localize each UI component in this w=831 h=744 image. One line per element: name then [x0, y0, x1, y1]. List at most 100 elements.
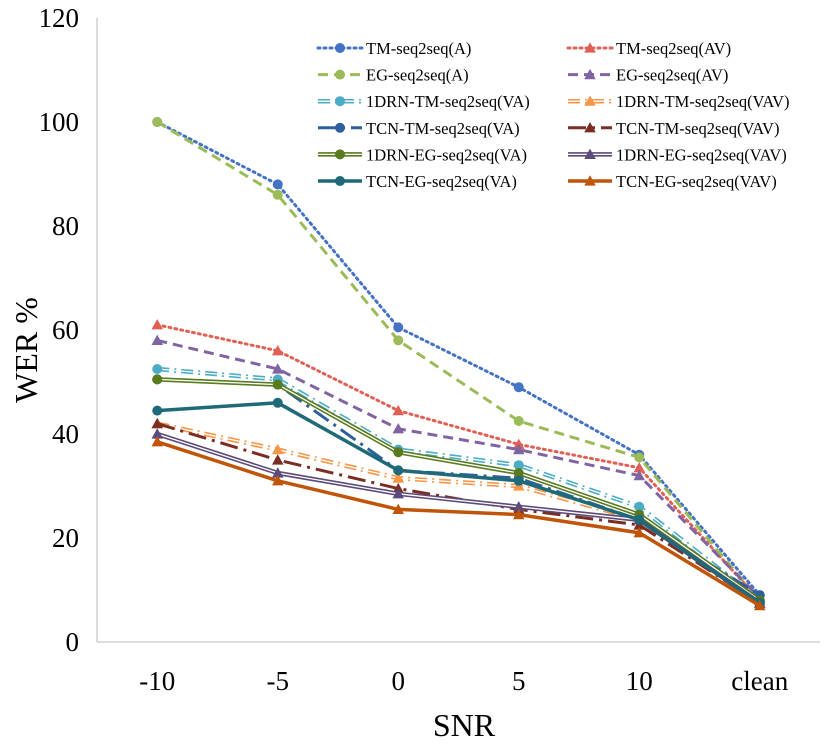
series-path	[156, 120, 761, 602]
series-line	[156, 440, 761, 608]
data-point	[513, 416, 524, 426]
y-axis-title: WER %	[8, 297, 44, 403]
data-point	[151, 319, 163, 330]
data-point	[152, 364, 163, 374]
data-point	[633, 527, 645, 538]
data-point	[513, 443, 525, 455]
legend-entry: TCN-TM-seq2seq(VA)	[318, 119, 520, 138]
series-11	[151, 436, 766, 611]
series-path	[155, 323, 762, 602]
data-point	[633, 469, 645, 481]
data-point	[513, 475, 524, 486]
data-point	[393, 322, 404, 333]
legend-entry: TCN-TM-seq2seq(VAV)	[568, 119, 779, 138]
data-point	[633, 462, 645, 473]
data-point	[151, 428, 163, 439]
legend-entry: EG-seq2seq(AV)	[568, 66, 728, 85]
legend-entry: TM-seq2seq(A)	[316, 39, 471, 58]
series-line	[157, 401, 761, 605]
data-point	[393, 447, 404, 458]
series-4	[152, 364, 765, 606]
series-line	[155, 323, 762, 602]
legend-label: 1DRN-TM-seq2seq(VAV)	[616, 92, 790, 111]
data-point	[392, 423, 404, 434]
x-tick-label: -10	[139, 666, 175, 696]
series-line	[155, 120, 762, 597]
legend-swatch-marker	[335, 122, 345, 133]
data-point	[754, 599, 766, 611]
data-point	[513, 438, 525, 449]
series-path	[157, 366, 762, 603]
x-tick-label: -5	[267, 666, 290, 696]
data-point	[392, 472, 404, 483]
series-path	[156, 440, 761, 608]
legend-entry: 1DRN-TM-seq2seq(VA)	[318, 92, 530, 111]
legend-swatch-marker	[584, 175, 596, 186]
data-point	[392, 488, 404, 499]
series-layer	[151, 117, 766, 611]
data-point	[513, 468, 524, 478]
legend-label: TCN-TM-seq2seq(VAV)	[616, 119, 779, 138]
data-point	[272, 363, 284, 374]
legend-swatch-marker	[584, 148, 596, 159]
legend-swatch-marker	[335, 149, 345, 160]
legend-label: 1DRN-EG-seq2seq(VAV)	[616, 145, 787, 164]
legend-label: TM-seq2seq(A)	[366, 39, 471, 58]
legend-swatch-marker	[335, 96, 345, 107]
data-point	[272, 179, 283, 190]
chart-axes	[96, 18, 820, 643]
data-point	[272, 379, 283, 390]
series-line	[157, 377, 761, 597]
legend-entry: TCN-EG-seq2seq(VA)	[318, 172, 517, 191]
data-point	[634, 514, 645, 525]
series-path	[155, 120, 762, 597]
series-8	[152, 374, 765, 606]
legend-swatch-marker	[584, 68, 596, 80]
legend-swatch-marker	[335, 43, 345, 53]
series-line	[156, 120, 761, 602]
data-point	[151, 417, 163, 429]
legend-entry: 1DRN-EG-seq2seq(VAV)	[568, 145, 787, 164]
legend-label: TCN-EG-seq2seq(VAV)	[616, 172, 777, 191]
series-line-inner	[157, 378, 761, 601]
data-point	[392, 503, 404, 514]
legend-label: TM-seq2seq(AV)	[616, 39, 731, 58]
data-point	[272, 454, 284, 465]
data-point	[152, 117, 163, 127]
legend-swatch-marker	[584, 122, 596, 133]
data-point	[152, 374, 163, 385]
data-point	[151, 436, 163, 447]
x-tick-label: clean	[731, 666, 788, 696]
data-point	[272, 345, 284, 356]
series-line-inner	[157, 422, 761, 604]
legend-swatch-marker	[335, 69, 345, 80]
data-point	[393, 465, 404, 476]
legend-label: TCN-TM-seq2seq(VA)	[366, 119, 520, 138]
legend-entry: TM-seq2seq(AV)	[566, 39, 731, 58]
legend-label: 1DRN-EG-seq2seq(VA)	[366, 145, 527, 164]
data-point	[272, 397, 283, 408]
y-tick-label: 0	[66, 627, 80, 657]
legend-label: 1DRN-TM-seq2seq(VA)	[366, 92, 530, 111]
data-point	[634, 452, 645, 463]
data-point	[272, 475, 284, 486]
series-6	[152, 374, 765, 601]
series-line	[156, 338, 761, 599]
legend-entry: 1DRN-EG-seq2seq(VA)	[318, 145, 527, 164]
legend-entry: TCN-EG-seq2seq(VAV)	[568, 172, 777, 191]
x-axis-title: SNR	[433, 707, 496, 743]
legend-entry: EG-seq2seq(A)	[318, 66, 469, 85]
legend-label: TCN-EG-seq2seq(VA)	[366, 172, 517, 191]
series-path	[157, 377, 762, 603]
x-tick-labels: -10 -5 0 5 10 clean	[139, 666, 788, 696]
data-point	[152, 405, 163, 416]
data-point	[272, 467, 284, 478]
x-tick-label: 5	[512, 666, 526, 696]
legend-swatch-marker	[584, 42, 596, 53]
legend-entry: 1DRN-TM-seq2seq(VAV)	[568, 92, 790, 111]
data-point	[392, 404, 404, 416]
series-line-inner	[157, 368, 761, 601]
series-1	[151, 319, 766, 605]
y-tick-label: 100	[39, 107, 80, 137]
